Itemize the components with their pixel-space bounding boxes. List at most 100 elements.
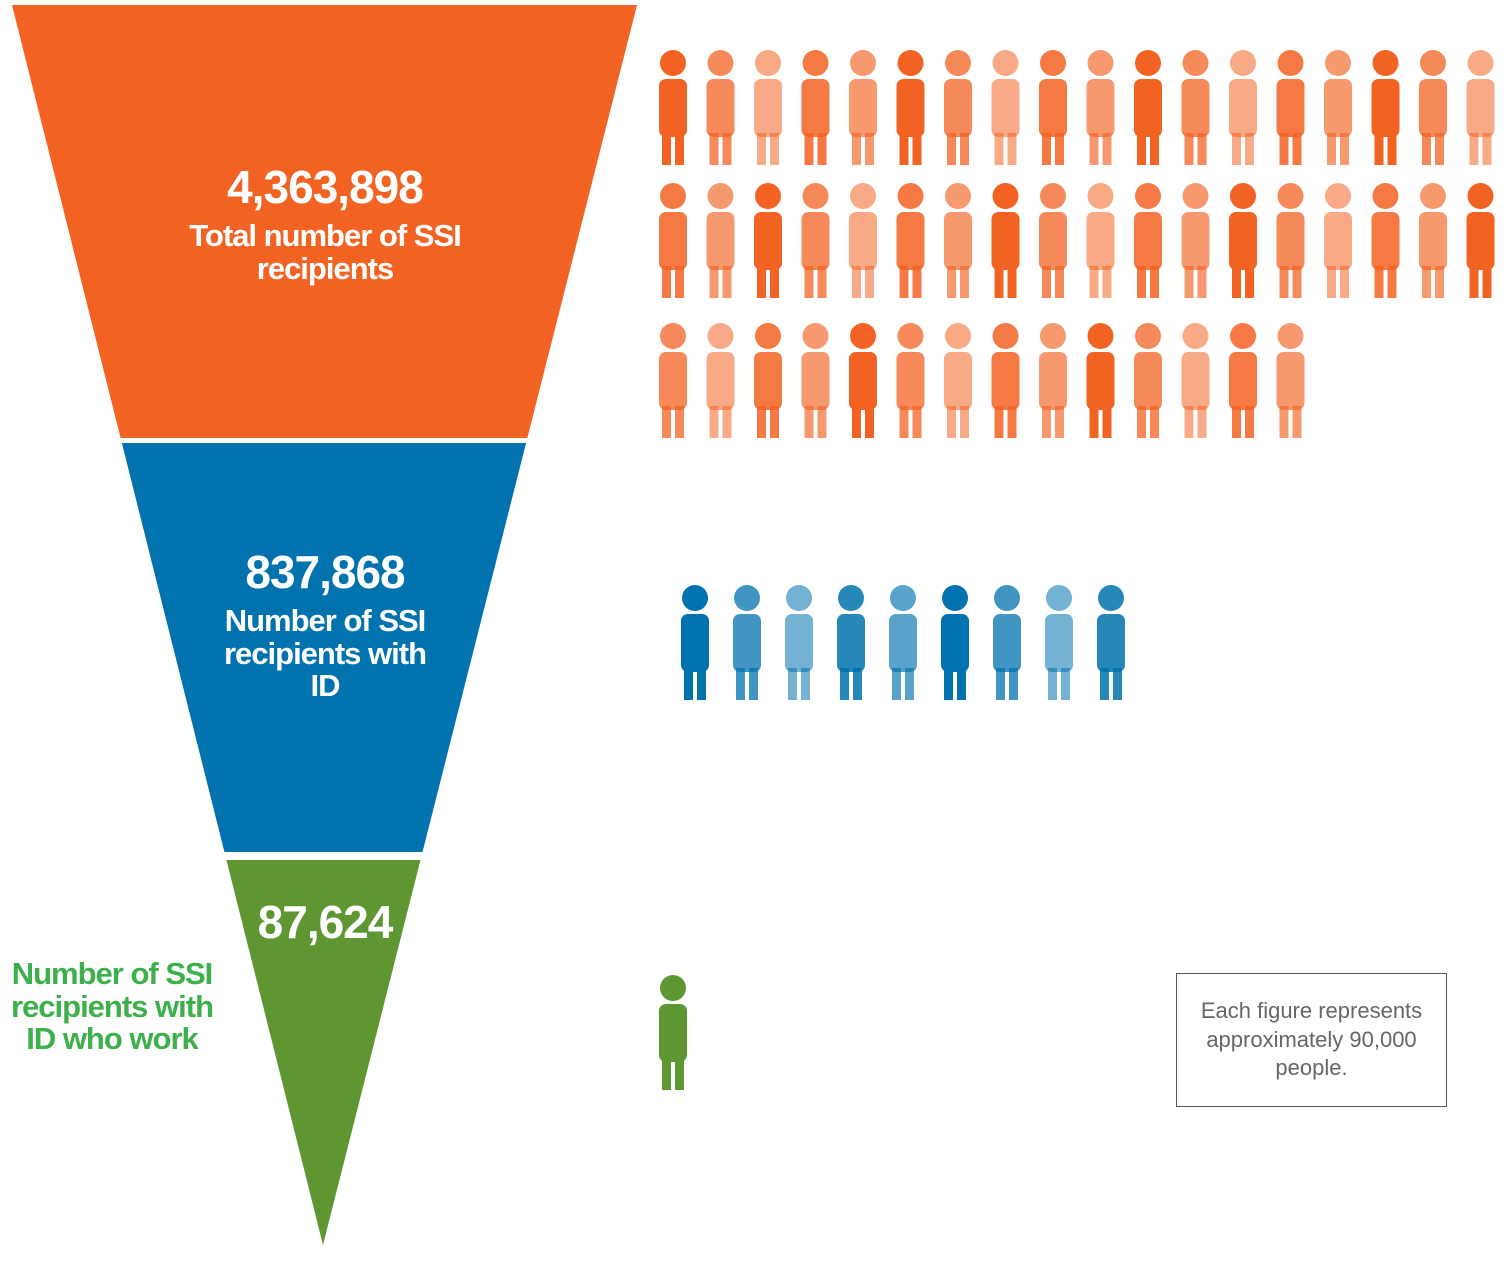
value-label: 837,868: [245, 545, 404, 599]
figure: [1277, 183, 1305, 298]
figure-leg: [995, 266, 1004, 298]
figure: [1134, 50, 1162, 165]
figure-body: [1467, 79, 1495, 137]
figure-head: [1230, 183, 1256, 209]
figure-body: [1182, 212, 1210, 270]
figure-leg: [1280, 406, 1289, 438]
figure-body: [849, 212, 877, 270]
figure-head: [1135, 323, 1161, 349]
figure: [754, 183, 782, 298]
figure-leg: [865, 266, 874, 298]
figure-leg: [1137, 133, 1146, 165]
figure-head: [994, 585, 1020, 611]
figure-body: [1045, 614, 1073, 672]
figure-leg: [1422, 266, 1431, 298]
figure-leg: [1470, 266, 1479, 298]
figure-body: [1039, 79, 1067, 137]
figure-body: [944, 352, 972, 410]
figure-body: [707, 352, 735, 410]
figure: [1087, 50, 1115, 165]
figure: [1324, 183, 1352, 298]
figure-body: [1039, 212, 1067, 270]
figure-leg: [1055, 133, 1064, 165]
figure-leg: [1090, 133, 1099, 165]
figure-body: [837, 614, 865, 672]
figure-leg: [1150, 406, 1159, 438]
figure-head: [993, 323, 1019, 349]
stage-label: Number of SSI recipients with ID: [210, 605, 440, 703]
figure-body: [1277, 212, 1305, 270]
figure-body: [1229, 352, 1257, 410]
figure: [992, 50, 1020, 165]
figure: [707, 183, 735, 298]
figure-body: [944, 79, 972, 137]
figure-body: [802, 212, 830, 270]
figure-leg: [1375, 266, 1384, 298]
figure-leg: [947, 406, 956, 438]
figure-body: [802, 79, 830, 137]
figure-leg: [1103, 266, 1112, 298]
figure-head: [1046, 585, 1072, 611]
figure-leg: [1293, 266, 1302, 298]
figure-head: [1183, 50, 1209, 76]
figure-leg: [1008, 133, 1017, 165]
figure-leg: [805, 133, 814, 165]
figure-leg: [1435, 266, 1444, 298]
figure-leg: [1137, 406, 1146, 438]
figure-leg: [900, 133, 909, 165]
figure: [1229, 323, 1257, 438]
figure: [944, 183, 972, 298]
figure: [992, 183, 1020, 298]
figure-body: [1229, 212, 1257, 270]
figure-body: [897, 79, 925, 137]
figure: [897, 323, 925, 438]
figure-leg: [723, 406, 732, 438]
figure-leg: [1100, 668, 1109, 700]
figure-leg: [1293, 133, 1302, 165]
figure-leg: [1042, 133, 1051, 165]
figure: [1277, 50, 1305, 165]
figure-head: [1183, 323, 1209, 349]
figure-leg: [710, 266, 719, 298]
figure-leg: [723, 266, 732, 298]
figure-head: [945, 183, 971, 209]
figure-leg: [818, 406, 827, 438]
figure-leg: [840, 668, 849, 700]
figure-leg: [749, 668, 758, 700]
figure-leg: [675, 1058, 684, 1090]
figure-head: [660, 975, 686, 1001]
figure: [1097, 585, 1125, 700]
figure-leg: [1103, 406, 1112, 438]
figure-leg: [913, 266, 922, 298]
figure-leg: [1340, 266, 1349, 298]
figure-leg: [1008, 266, 1017, 298]
figure-body: [1039, 352, 1067, 410]
figure: [1182, 323, 1210, 438]
figure-leg: [805, 406, 814, 438]
figure-leg: [1103, 133, 1112, 165]
figure-leg: [1042, 406, 1051, 438]
figure-leg: [947, 133, 956, 165]
figure-head: [993, 50, 1019, 76]
figure-leg: [900, 406, 909, 438]
figure-head: [1135, 50, 1161, 76]
figure-leg: [913, 133, 922, 165]
figure-leg: [1232, 266, 1241, 298]
figure: [754, 50, 782, 165]
figure: [1467, 50, 1495, 165]
figure-head: [1230, 50, 1256, 76]
figure-body: [802, 352, 830, 410]
figure-leg: [1388, 133, 1397, 165]
figure: [1467, 183, 1495, 298]
figure-body: [1134, 212, 1162, 270]
figure-body: [785, 614, 813, 672]
figure-leg: [900, 266, 909, 298]
figure-body: [1277, 352, 1305, 410]
figure-leg: [1150, 133, 1159, 165]
figure-body: [1467, 212, 1495, 270]
figure-leg: [996, 668, 1005, 700]
figure: [1134, 183, 1162, 298]
figure-leg: [1245, 133, 1254, 165]
figure-leg: [944, 668, 953, 700]
figure-leg: [662, 1058, 671, 1090]
